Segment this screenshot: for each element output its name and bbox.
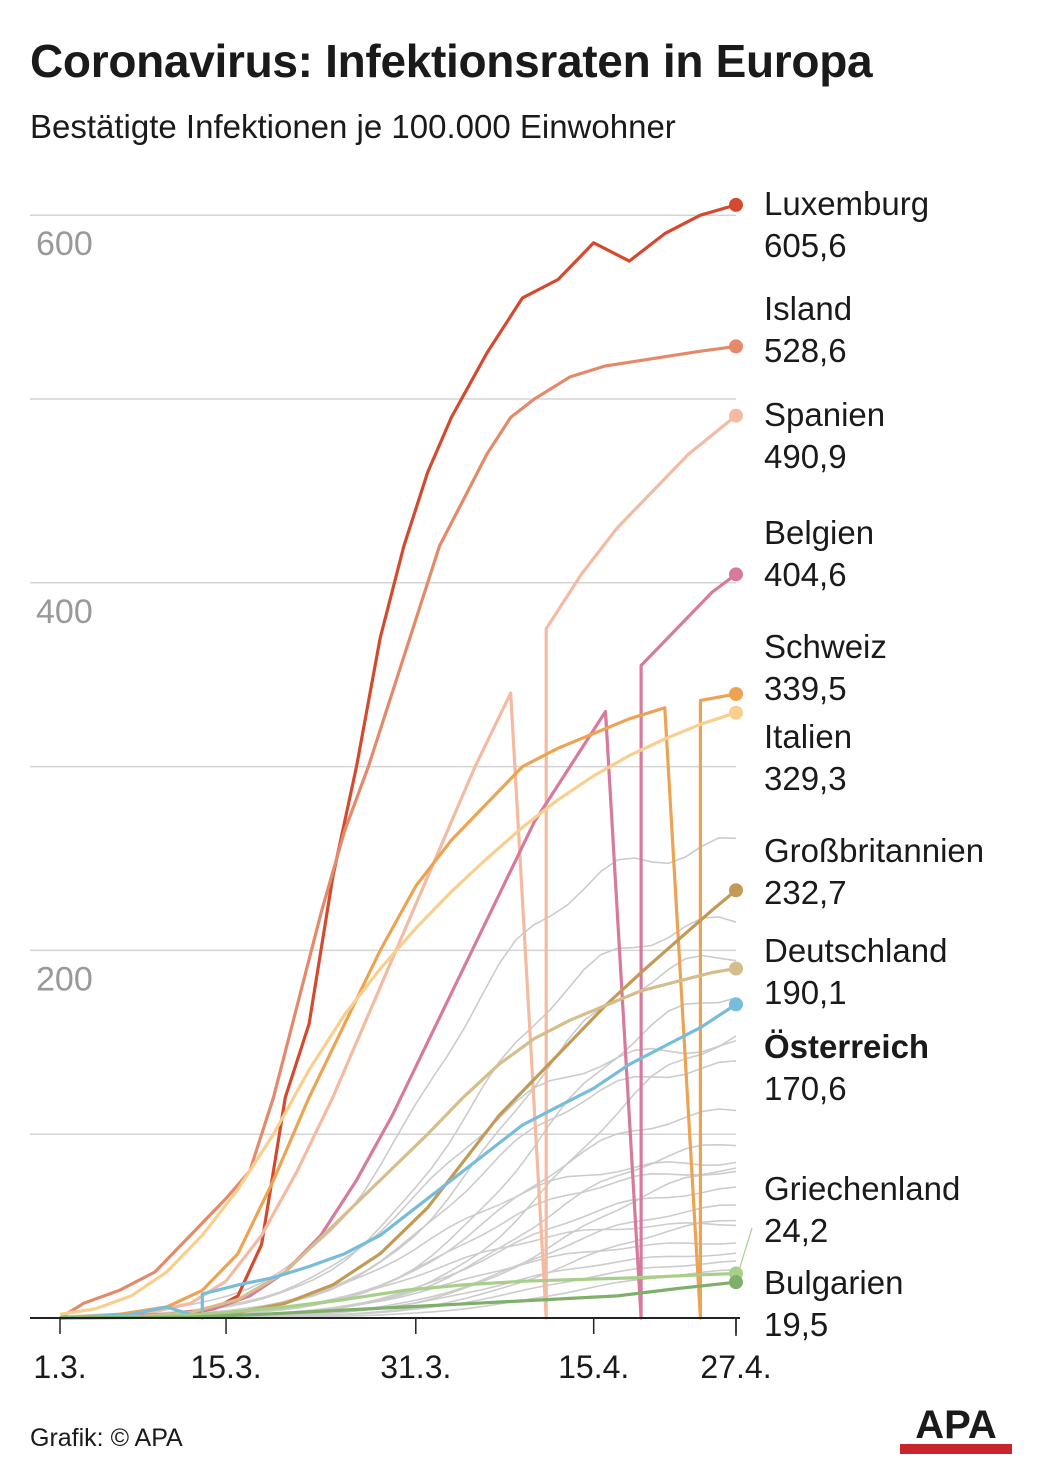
- axes: 1.3. 15.3. 31.3. 15.4. 27.4. 200 400 600: [30, 225, 772, 1385]
- series-line-deutschland: [59, 967, 737, 1320]
- x-tick-label: 15.3.: [190, 1349, 261, 1385]
- series-name-label: Italien: [764, 718, 852, 755]
- series-line-luxemburg: [59, 203, 737, 1320]
- y-tick-label: 600: [36, 225, 93, 263]
- series-name-label: Deutschland: [764, 932, 947, 969]
- series-line-belgien: [59, 573, 737, 1320]
- series-endpoint: [729, 686, 743, 701]
- series-line-island: [59, 344, 737, 1320]
- series-line-spanien: [59, 414, 738, 1320]
- series-endpoint: [729, 567, 743, 582]
- series-value-label: 190,1: [764, 974, 847, 1011]
- series-name-label: Österreich: [764, 1028, 929, 1065]
- x-tick-label: 27.4.: [700, 1349, 771, 1385]
- series-value-label: 232,7: [764, 874, 847, 911]
- series-endpoint: [729, 997, 743, 1012]
- series-value-label: 490,9: [764, 438, 847, 475]
- series-value-label: 170,6: [764, 1070, 847, 1107]
- x-tick-label: 15.4.: [558, 1349, 629, 1385]
- series-value-label: 339,5: [764, 670, 847, 707]
- y-tick-label: 200: [36, 960, 93, 998]
- series-value-label: 605,6: [764, 227, 847, 264]
- series-endpoint: [729, 339, 743, 354]
- series-value-label: 19,5: [764, 1306, 828, 1343]
- y-tick-label: 400: [36, 593, 93, 631]
- series-endpoint: [729, 408, 743, 423]
- series-value-label: 24,2: [764, 1212, 828, 1249]
- series-name-label: Großbritannien: [764, 832, 984, 869]
- series-line-italien: [59, 711, 737, 1316]
- x-tick-label: 1.3.: [33, 1349, 86, 1385]
- apa-logo: APA: [900, 1404, 1012, 1454]
- series-lines: [59, 197, 743, 1320]
- series-endpoint: [729, 1275, 743, 1290]
- chart-title: Coronavirus: Infektionsraten in Europa: [30, 35, 873, 87]
- source-credit: Grafik: © APA: [30, 1424, 183, 1452]
- series-line-griechenland: [59, 1271, 737, 1320]
- series-endpoint: [729, 961, 743, 976]
- series-name-label: Bulgarien: [764, 1264, 903, 1301]
- background-country-lines: [59, 836, 737, 1319]
- series-name-label: Griechenland: [764, 1170, 960, 1207]
- series-name-label: Island: [764, 290, 852, 327]
- series-name-label: Schweiz: [764, 628, 887, 665]
- series-name-label: Spanien: [764, 396, 885, 433]
- series-endpoint: [729, 705, 743, 720]
- chart-subtitle: Bestätigte Infektionen je 100.000 Einwoh…: [30, 108, 676, 145]
- series-value-label: 528,6: [764, 332, 847, 369]
- series-line-bulgarien: [59, 1280, 737, 1320]
- series-labels: Luxemburg 605,6 Island 528,6 Spanien 490,9 Bel…: [737, 185, 984, 1343]
- series-value-label: 329,3: [764, 760, 847, 797]
- svg-text:APA: APA: [915, 1404, 996, 1447]
- x-tick-label: 31.3.: [380, 1349, 451, 1385]
- series-endpoint: [729, 883, 743, 898]
- label-leader-line: [737, 1227, 753, 1274]
- series-endpoint: [729, 197, 743, 212]
- series-name-label: Luxemburg: [764, 185, 929, 222]
- series-name-label: Belgien: [764, 514, 874, 551]
- series-line-schweiz: [59, 692, 737, 1320]
- series-value-label: 404,6: [764, 556, 847, 593]
